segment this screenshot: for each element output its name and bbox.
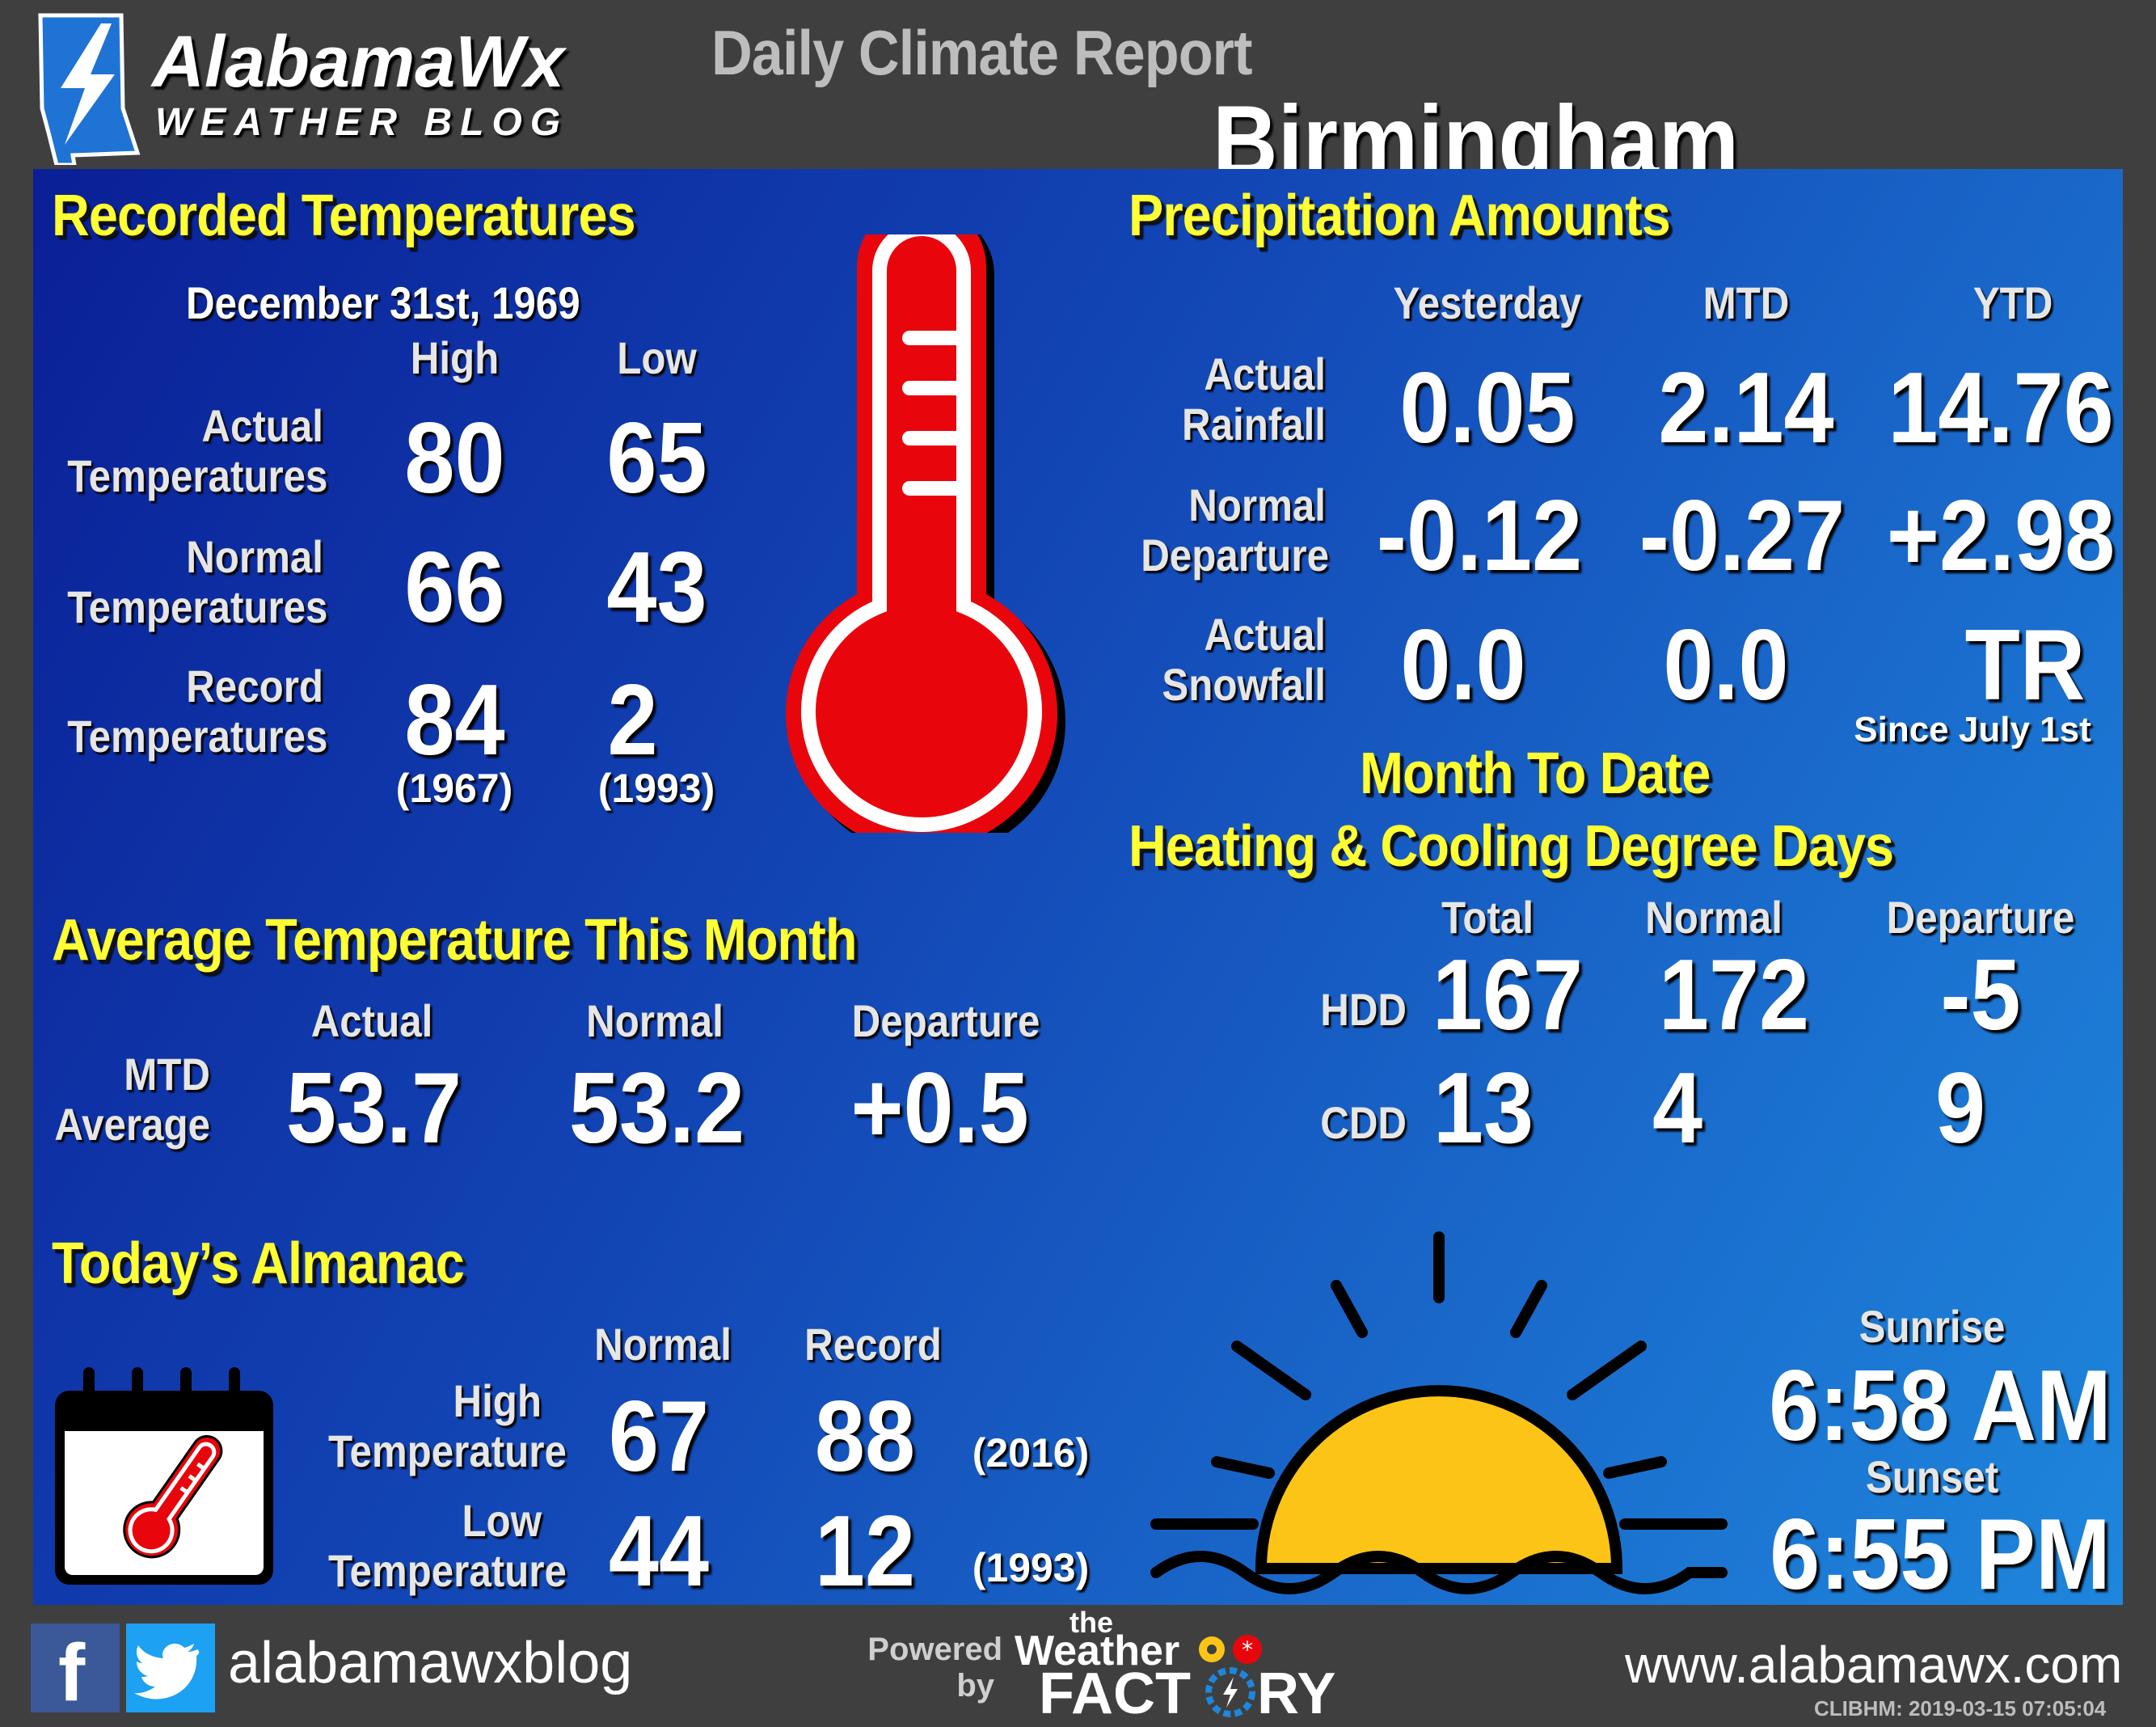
- almanac-low-normal: 44: [576, 1494, 743, 1609]
- precip-col-ytd: YTD: [1934, 277, 2091, 329]
- temp-row-actual-label1: Actual: [67, 399, 323, 452]
- record-high-year: (1967): [373, 765, 535, 812]
- actual-low-value: 65: [567, 401, 746, 516]
- temp-row-normal-label2: Temperatures: [67, 581, 323, 633]
- wf-factory-right: RY: [1257, 1661, 1335, 1727]
- cdd-normal: 4: [1565, 1051, 1791, 1166]
- avg-col-actual: Actual: [286, 994, 457, 1047]
- avg-actual-value: 53.7: [263, 1051, 485, 1166]
- website-link[interactable]: www.alabamawx.com: [1625, 1635, 2122, 1695]
- sunrise-label: Sunrise: [1783, 1300, 2082, 1353]
- avg-col-departure: Departure: [839, 994, 1053, 1047]
- facebook-icon[interactable]: f: [31, 1624, 120, 1712]
- weather-factory-logo: the Weather * FACT RY: [1015, 1606, 1370, 1719]
- avg-departure-value: +0.5: [829, 1051, 1051, 1166]
- record-low-year: (1993): [576, 765, 737, 812]
- hdd-label: HDD: [1236, 983, 1407, 1036]
- hdd-normal: 172: [1622, 938, 1847, 1053]
- snow-label2: Snowfall: [1141, 658, 1326, 711]
- almanac-col-record: Record: [787, 1318, 958, 1370]
- almanac-high-label1: High: [328, 1374, 542, 1427]
- col-low: Low: [591, 331, 723, 384]
- report-date: December 31st, 1969: [186, 277, 580, 329]
- departure-mtd: -0.27: [1618, 479, 1866, 593]
- svg-text:*: *: [1242, 1636, 1253, 1663]
- powered-by-line1: Powered: [865, 1632, 1002, 1668]
- report-title: Daily Climate Report: [711, 16, 1252, 90]
- sunset-time: 6:55 PM: [1758, 1497, 2122, 1612]
- snow-yesterday: 0.0: [1340, 608, 1587, 723]
- almanac-col-normal: Normal: [577, 1318, 748, 1370]
- rain-mtd: 2.14: [1622, 351, 1870, 466]
- sunrise-sun-icon: [1140, 1221, 1746, 1601]
- dd-col-normal: Normal: [1628, 891, 1799, 944]
- departure-yesterday: -0.12: [1356, 479, 1603, 593]
- almanac-heading: Today’s Almanac: [52, 1231, 464, 1297]
- almanac-high-normal: 67: [576, 1379, 743, 1494]
- snow-label1: Actual: [1141, 608, 1326, 661]
- wf-factory-left: FACT: [1039, 1661, 1191, 1727]
- almanac-high-label2: Temperature: [328, 1425, 542, 1477]
- calendar-thermometer-icon: [49, 1366, 283, 1593]
- precip-col-mtd: MTD: [1668, 277, 1825, 329]
- temp-row-normal-label1: Normal: [67, 530, 323, 583]
- avg-row-label1: MTD: [53, 1048, 210, 1100]
- snow-ytd: TR: [1891, 608, 2156, 723]
- alabama-bolt-icon: [24, 11, 146, 165]
- rain-label2: Rainfall: [1141, 398, 1326, 450]
- sunset-label: Sunset: [1783, 1450, 2082, 1503]
- temp-row-record-label2: Temperatures: [67, 710, 323, 762]
- sunrise-time: 6:58 AM: [1758, 1349, 2122, 1463]
- hdd-total: 167: [1395, 938, 1621, 1053]
- col-high: High: [389, 331, 521, 384]
- brand-logo: AlabamaWx WEATHER BLOG: [24, 11, 590, 165]
- departure-ytd: +2.98: [1867, 479, 2136, 593]
- degree-days-heading1: Month To Date: [1360, 741, 1710, 807]
- departure-label2: Departure: [1141, 529, 1326, 581]
- rain-yesterday: 0.05: [1364, 351, 1611, 466]
- recorded-temps-heading: Recorded Temperatures: [52, 183, 635, 249]
- rain-ytd: 14.76: [1867, 351, 2136, 466]
- almanac-low-record: 12: [782, 1494, 949, 1609]
- departure-label1: Normal: [1141, 479, 1326, 531]
- avg-temp-heading: Average Temperature This Month: [52, 907, 857, 973]
- powered-by-line2: by: [865, 1668, 994, 1704]
- snow-since-note: Since July 1st: [1835, 710, 2110, 750]
- almanac-low-label2: Temperature: [328, 1544, 542, 1597]
- record-high-value: 84: [365, 663, 544, 778]
- avg-normal-value: 53.2: [546, 1051, 768, 1166]
- dd-col-departure: Departure: [1874, 891, 2087, 944]
- dd-col-total: Total: [1409, 891, 1566, 944]
- temp-row-record-label1: Record: [67, 660, 323, 712]
- almanac-high-record: 88: [782, 1379, 949, 1494]
- hdd-departure: -5: [1871, 938, 2090, 1053]
- report-stamp: CLIBHM: 2019-03-15 07:05:04: [1814, 1696, 2106, 1721]
- normal-low-value: 43: [567, 530, 746, 645]
- brand-tagline: WEATHER BLOG: [155, 100, 568, 145]
- record-low-value: 2: [543, 663, 722, 778]
- precip-heading: Precipitation Amounts: [1129, 183, 1670, 249]
- almanac-low-record-year: (1993): [954, 1544, 1108, 1591]
- social-handle[interactable]: alabamawxblog: [228, 1630, 632, 1696]
- brand-name: AlabamaWx: [152, 21, 564, 104]
- cdd-total: 13: [1371, 1051, 1597, 1166]
- powered-by-text: Powered by: [865, 1632, 1002, 1704]
- almanac-high-record-year: (2016): [954, 1429, 1108, 1476]
- avg-row-label2: Average: [53, 1098, 210, 1151]
- precip-col-yesterday: Yesterday: [1381, 277, 1594, 329]
- factory-gear-icon: [1205, 1667, 1255, 1717]
- snow-mtd: 0.0: [1602, 608, 1850, 723]
- twitter-icon[interactable]: [126, 1624, 215, 1712]
- normal-high-value: 66: [365, 530, 544, 645]
- thermometer-icon: [776, 234, 1067, 833]
- degree-days-heading2: Heating & Cooling Degree Days: [1129, 813, 1893, 880]
- avg-col-normal: Normal: [569, 994, 740, 1047]
- almanac-low-label1: Low: [328, 1494, 542, 1547]
- rain-label1: Actual: [1141, 348, 1326, 400]
- cdd-departure: 9: [1848, 1051, 2074, 1166]
- temp-row-actual-label2: Temperatures: [67, 450, 323, 502]
- actual-high-value: 80: [365, 401, 544, 516]
